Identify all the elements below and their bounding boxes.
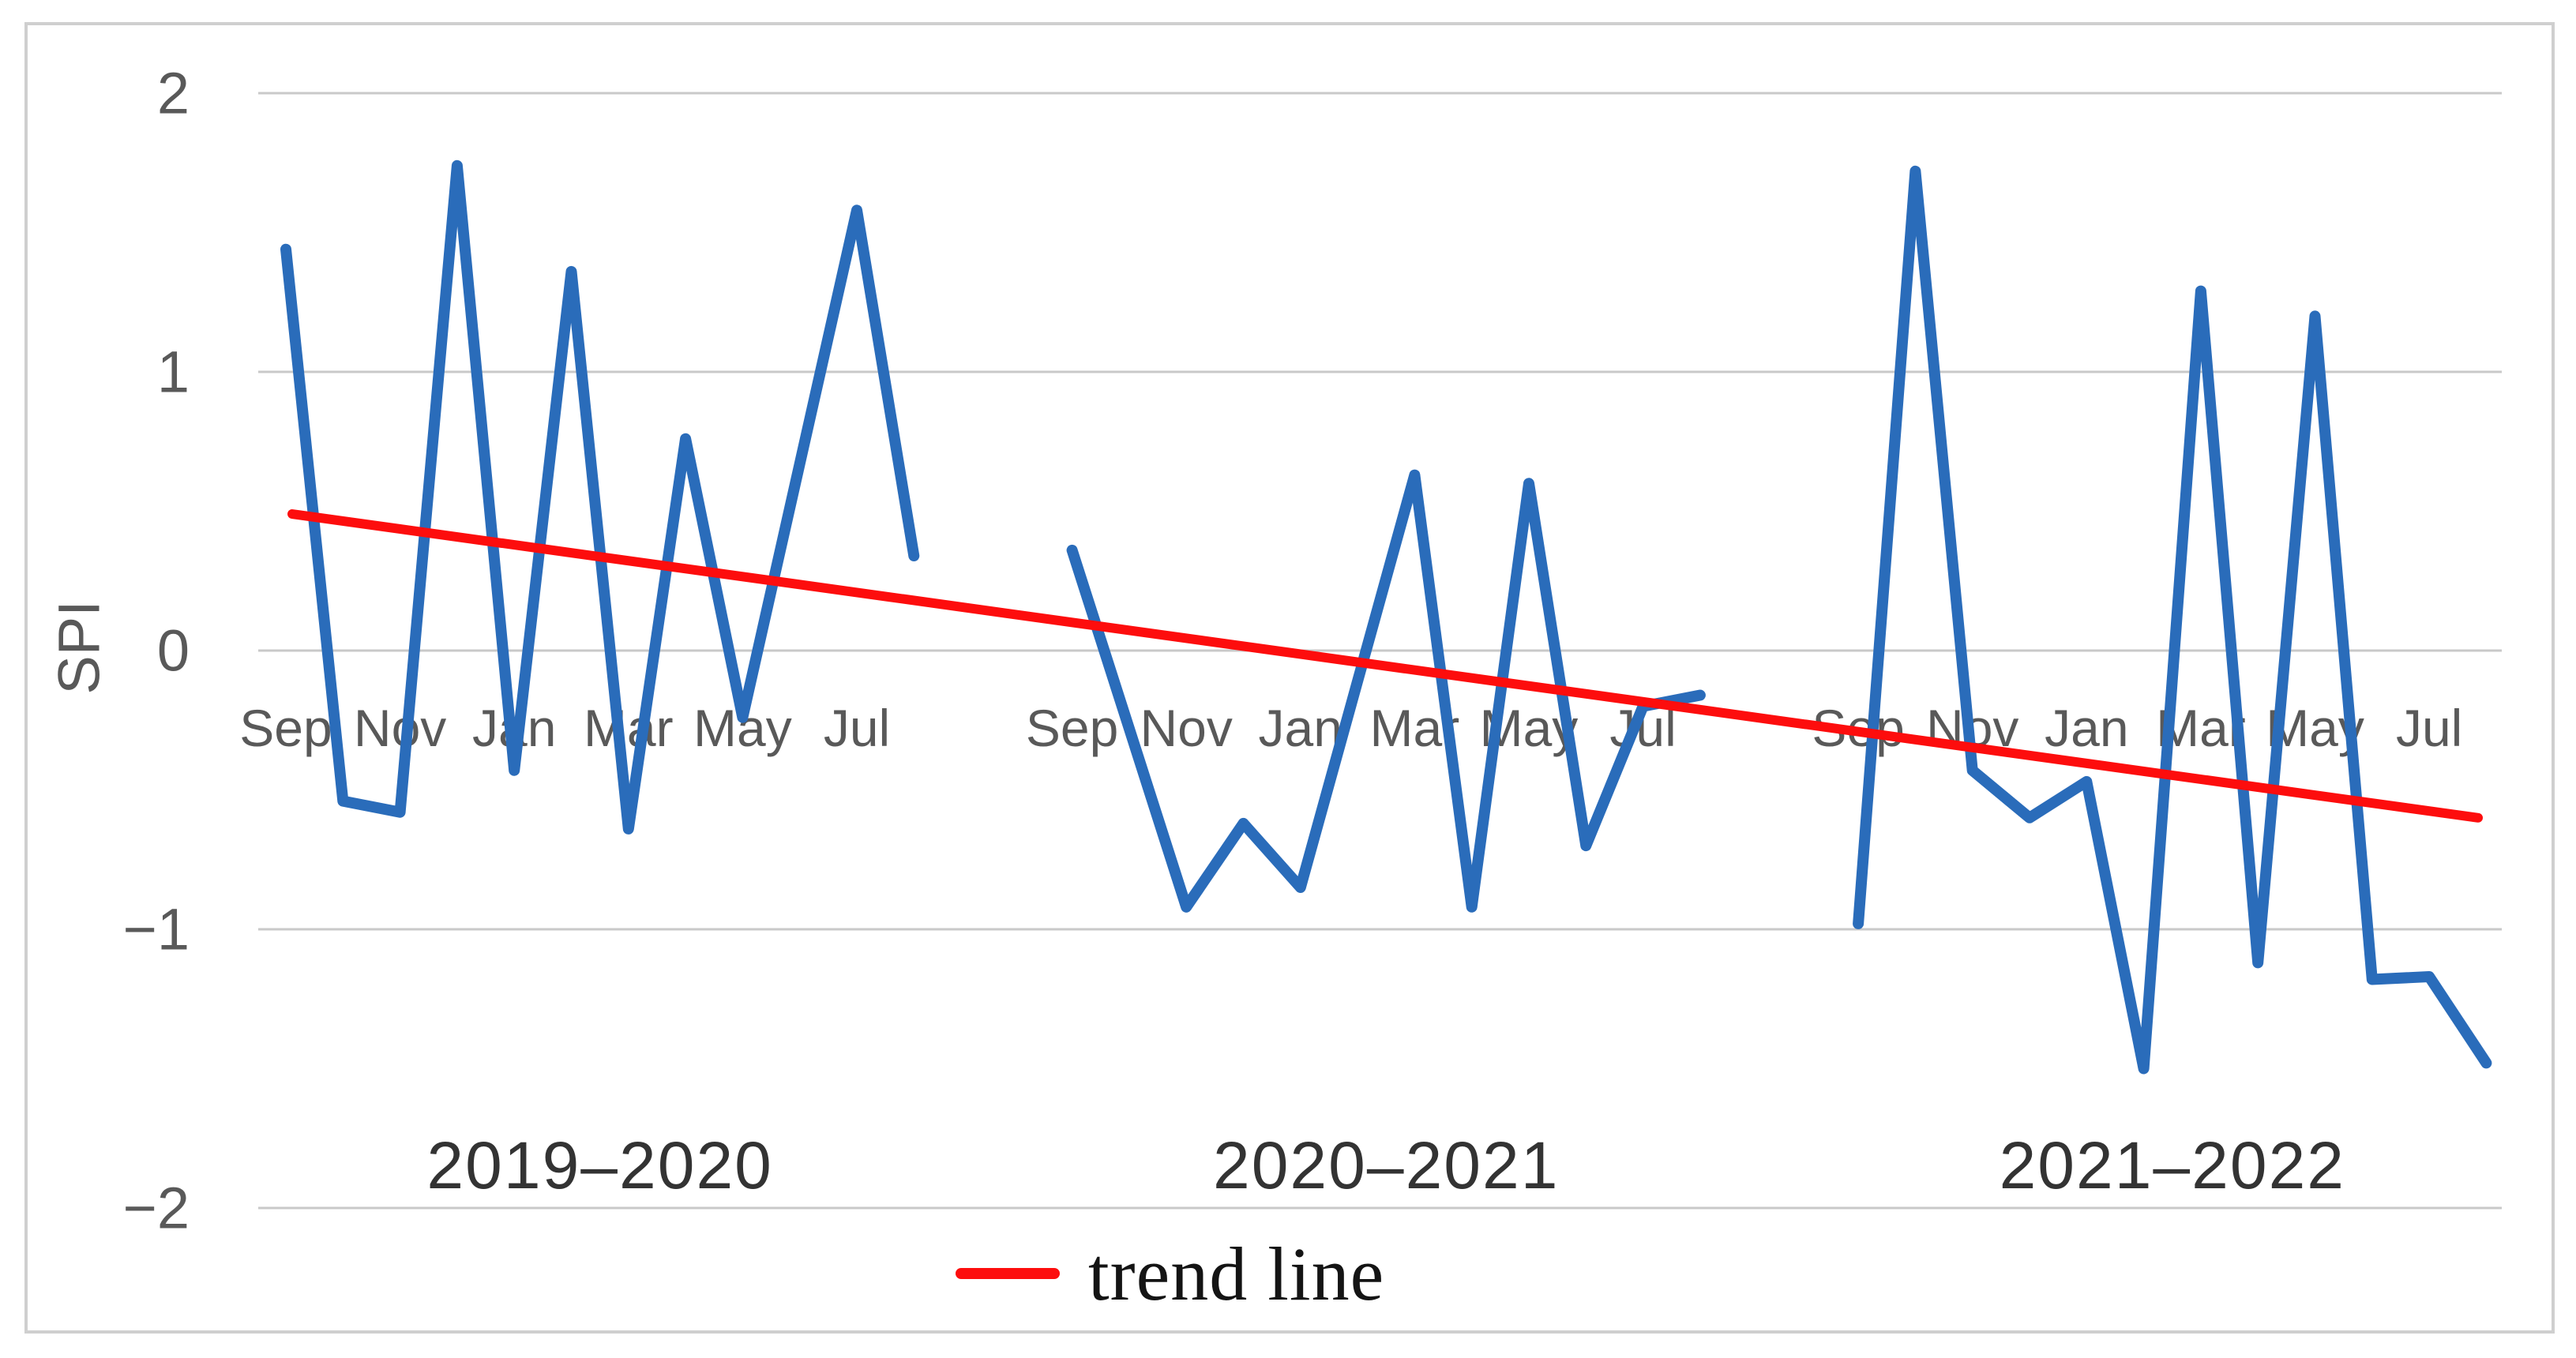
- season-label: 2021–2022: [2000, 1128, 2345, 1202]
- month-tick-label: Jan: [1259, 699, 1342, 757]
- month-tick-label: Jan: [2045, 699, 2128, 757]
- month-tick-label: Nov: [1140, 699, 1232, 757]
- y-tick-label: −1: [123, 897, 190, 962]
- trend-line: [287, 509, 2483, 823]
- month-tick-label: Jul: [2396, 699, 2462, 757]
- y-tick-label: 0: [157, 618, 190, 684]
- figure-border: [24, 22, 2555, 1334]
- month-tick-label: Sep: [239, 699, 332, 757]
- month-tick-label: Jul: [824, 699, 890, 757]
- month-tick-label: Nov: [354, 699, 446, 757]
- month-tick-label: Mar: [584, 699, 674, 757]
- trend-line-label: trend line: [1088, 1231, 1385, 1316]
- y-axis-title: SPI: [47, 600, 112, 694]
- spi-series-line: [1066, 469, 1706, 913]
- trend-line-swatch: [956, 1268, 1060, 1279]
- month-tick-label: Sep: [1026, 699, 1118, 757]
- y-tick-label: 2: [157, 61, 190, 126]
- spi-series-line: [1853, 165, 2492, 1075]
- y-tick-label: −2: [123, 1176, 190, 1241]
- season-label: 2019–2020: [426, 1128, 772, 1202]
- season-label: 2020–2021: [1213, 1128, 1559, 1202]
- spi-series-line: [280, 159, 920, 835]
- legend: trend line: [956, 1222, 1384, 1325]
- y-tick-label: 1: [157, 340, 190, 405]
